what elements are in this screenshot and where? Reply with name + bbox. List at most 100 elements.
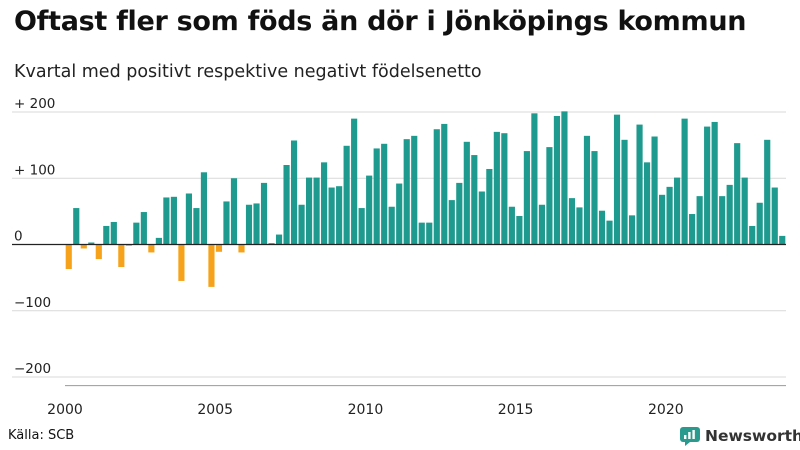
bar: [734, 143, 741, 245]
bar: [223, 201, 230, 245]
bar: [418, 222, 425, 245]
bar: [208, 244, 215, 287]
bar: [185, 193, 192, 245]
bar: [583, 135, 591, 245]
newsworthy-logo-icon: [680, 427, 700, 446]
bar: [598, 210, 606, 245]
bar: [328, 187, 335, 245]
bar: [591, 151, 598, 245]
bar: [388, 206, 395, 245]
x-tick-label: 2000: [47, 402, 83, 418]
bar: [298, 204, 305, 245]
bar: [711, 121, 718, 245]
bar: [95, 244, 102, 260]
bar: [403, 139, 410, 245]
bar: [336, 186, 343, 245]
bar: [463, 141, 470, 245]
newsworthy-logo[interactable]: Newsworthy: [680, 426, 800, 446]
bar: [486, 168, 493, 245]
bar: [659, 194, 666, 245]
y-tick-label: −200: [14, 361, 51, 377]
bar: [230, 178, 238, 245]
bar: [306, 177, 313, 245]
brand-name: Newsworthy: [705, 427, 800, 445]
bar: [133, 222, 140, 245]
bar: [351, 118, 358, 245]
bar: [343, 145, 350, 245]
bar: [178, 244, 185, 281]
bar: [441, 123, 448, 245]
bar: [613, 114, 621, 245]
bar: [245, 204, 253, 245]
bar: [426, 222, 433, 245]
bar: [238, 244, 245, 253]
bar: [606, 220, 613, 245]
bar: [546, 147, 553, 245]
bar: [643, 162, 651, 245]
bar: [358, 208, 365, 245]
bar: [411, 135, 418, 245]
bar: [741, 177, 748, 245]
bar: [73, 208, 80, 245]
bar: [155, 237, 162, 245]
bar: [381, 143, 388, 245]
bar: [651, 136, 658, 245]
bar: [681, 118, 688, 245]
bar: [756, 202, 763, 245]
bar: [749, 225, 756, 245]
bar: [689, 214, 696, 245]
bar: [779, 235, 786, 245]
bar: [501, 133, 508, 245]
bar: [163, 197, 170, 245]
bar: [719, 196, 726, 245]
bar: [373, 148, 380, 245]
bar: [290, 140, 298, 245]
bar: [253, 203, 260, 245]
x-tick-label: 2015: [498, 402, 534, 418]
bar: [140, 212, 147, 245]
bar: [568, 198, 576, 245]
bar: [268, 243, 275, 245]
bar: [456, 182, 463, 245]
bar: [621, 139, 628, 245]
bar: [704, 126, 711, 245]
bar: [561, 111, 568, 245]
bar: [275, 234, 283, 245]
bar: [110, 221, 117, 245]
bar: [260, 182, 268, 245]
bar: [576, 207, 583, 245]
bar: [516, 216, 523, 245]
x-tick-label: 2020: [648, 402, 684, 418]
x-tick-label: 2010: [348, 402, 384, 418]
y-tick-label: 0: [14, 229, 23, 245]
chart-subtitle: Kvartal med positivt respektive negativt…: [14, 62, 482, 82]
y-tick-label: + 100: [14, 162, 55, 178]
bar: [65, 244, 72, 270]
bar: [538, 204, 545, 245]
bar: [283, 165, 290, 245]
chart-title: Oftast fler som föds än dör i Jönköpings…: [14, 6, 747, 37]
bar: [366, 175, 373, 245]
bar: [80, 244, 87, 249]
bar: [764, 139, 771, 245]
bar: [771, 187, 778, 245]
bar: [103, 225, 110, 245]
bar: [508, 206, 515, 245]
source-note: Källa: SCB: [8, 428, 75, 443]
bar: [666, 186, 673, 245]
bar: [523, 151, 530, 245]
bar: [553, 115, 561, 245]
bar: [433, 129, 440, 245]
bar: [674, 177, 681, 245]
y-tick-label: + 200: [14, 96, 55, 112]
bar: [148, 244, 155, 253]
bar: [170, 196, 177, 245]
bar: [125, 244, 132, 246]
bar: [396, 183, 403, 245]
y-tick-label: −100: [14, 295, 51, 311]
bar: [215, 244, 223, 252]
bar: [200, 172, 208, 245]
bar: [696, 196, 703, 245]
bar: [726, 184, 733, 245]
